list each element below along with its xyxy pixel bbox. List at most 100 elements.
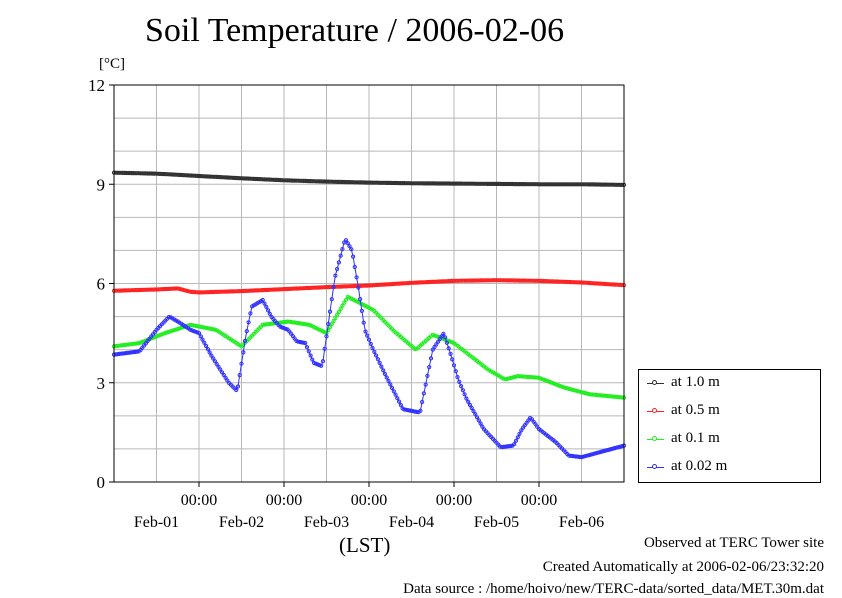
series-point-3 [354,275,359,280]
series-point-3 [326,321,331,327]
series-point-3 [459,384,464,389]
series-point-3 [347,244,352,249]
series-point-3 [450,357,455,362]
series-point-3 [420,399,425,405]
series-point-3 [303,340,308,346]
series-point-2 [584,391,589,396]
series-point-2 [343,297,349,302]
series-point-3 [597,450,602,455]
series-point-3 [351,254,356,259]
series-point-2 [172,328,177,333]
y-tick-label: 6 [97,275,106,294]
series-point-2 [326,328,331,333]
series-point-3 [248,311,253,316]
series-point-3 [427,365,432,370]
series-point-3 [600,449,605,454]
series-point-3 [345,241,350,246]
series-point-1 [182,288,187,293]
series-point-3 [425,373,430,378]
series-point-3 [306,349,311,354]
series-point-3 [586,453,591,458]
series-point-3 [366,337,372,342]
legend-label-0-02m: at 0.02 m [671,458,728,474]
series-point-3 [310,357,315,362]
series-point-3 [464,396,469,401]
series-point-3 [421,391,426,396]
series-point-2 [136,341,141,346]
series-point-3 [448,351,453,356]
series-point-3 [582,454,588,459]
series-point-3 [336,260,341,265]
series-point-3 [428,356,434,361]
series-point-3 [372,349,377,354]
series-point-3 [266,308,271,313]
x-tick-label-time: 00:00 [266,492,302,509]
legend-item-1-0m: at 1.0 m [639,370,820,398]
series-point-3 [418,408,423,413]
series-point-2 [211,327,216,332]
series-point-2 [134,341,140,346]
series-point-3 [595,450,600,455]
series-point-2 [579,390,584,395]
series-point-2 [412,347,418,352]
series-point-3 [297,339,302,345]
series-point-3 [473,412,478,417]
y-tick-label: 3 [97,374,106,393]
series-point-3 [377,360,382,365]
series-point-3 [391,389,396,394]
series-point-2 [338,306,343,311]
series-point-3 [209,353,214,358]
series-point-3 [358,297,363,302]
series-point-3 [338,253,343,258]
series-point-3 [221,372,226,378]
series-point-2 [165,330,170,335]
series-point-3 [384,375,389,380]
legend-marker-0-02m [652,464,657,469]
series-point-3 [398,403,403,408]
series-point-3 [134,349,140,354]
series-point-3 [235,384,241,389]
series-point-3 [423,382,428,387]
series-point-2 [327,325,333,330]
y-tick-label: 12 [88,76,105,95]
footer-source: Data source : /home/hoivo/new/TERC-data/… [403,581,824,597]
x-tick-label-time: 00:00 [521,492,557,509]
series-point-3 [363,329,368,334]
series-point-3 [519,428,524,433]
x-tick-label-date: Feb-06 [559,514,604,531]
series-point-2 [565,386,570,391]
y-tick-label: 9 [97,175,106,194]
legend-marker-0-1m [652,436,657,441]
series-point-2 [335,312,340,317]
series-point-2 [582,390,588,396]
series-point-3 [457,379,462,384]
series-point-1 [184,288,189,293]
series-point-3 [471,409,476,414]
series-point-3 [374,353,379,358]
series-point-3 [262,301,267,306]
legend-label-0-5m: at 0.5 m [671,402,720,418]
series-point-3 [359,308,364,313]
series-point-3 [591,451,597,456]
series-point-3 [444,340,449,345]
series-point-3 [335,266,340,272]
series-point-3 [388,382,393,387]
series-point-3 [349,247,354,252]
series-point-3 [196,331,202,336]
series-point-3 [455,375,460,380]
series-layer [111,170,627,460]
series-point-3 [322,346,327,351]
series-point-3 [239,361,244,366]
series-point-2 [567,386,572,391]
series-point-2 [510,375,515,380]
series-point-2 [340,303,345,308]
series-point-3 [604,448,609,453]
series-point-3 [478,421,483,426]
series-point-3 [397,399,402,404]
series-point-3 [451,363,457,368]
series-point-3 [205,347,210,352]
series-point-2 [195,324,200,329]
legend: at 1.0 m at 0.5 m at 0.1 m at 0.02 m [638,369,821,483]
